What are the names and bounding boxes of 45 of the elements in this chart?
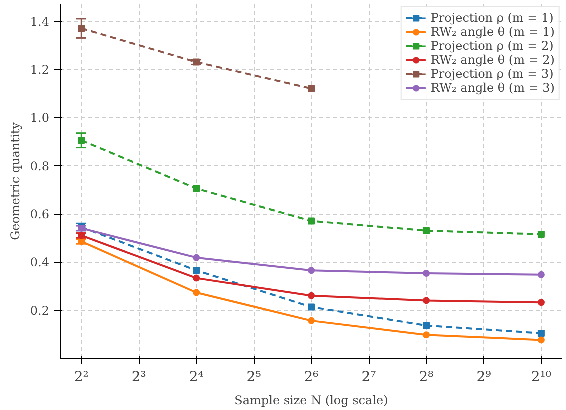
y-tick-label: 1.2 bbox=[30, 63, 50, 78]
y-tick-label: 1.0 bbox=[30, 111, 50, 126]
point bbox=[538, 230, 545, 238]
x-tick-label: 2⁸ bbox=[419, 370, 434, 386]
point bbox=[422, 332, 430, 339]
point bbox=[193, 267, 200, 274]
y-tick-label: 0.8 bbox=[30, 159, 50, 174]
point bbox=[308, 317, 316, 324]
x-tick-label: 2³ bbox=[132, 370, 146, 386]
y-tick-label: 1.4 bbox=[30, 14, 50, 29]
legend-label: RW₂ angle θ (m = 3) bbox=[430, 81, 555, 95]
point bbox=[538, 330, 545, 337]
point bbox=[193, 289, 200, 296]
point bbox=[308, 85, 316, 92]
y-tick-label: 0.2 bbox=[30, 304, 50, 318]
x-tick-label: 2¹⁰ bbox=[531, 370, 552, 386]
point bbox=[193, 254, 200, 262]
legend-label: RW₂ angle θ (m = 2) bbox=[430, 53, 555, 67]
x-tick-label: 2² bbox=[74, 370, 89, 386]
point bbox=[538, 336, 545, 344]
point bbox=[193, 185, 200, 192]
point bbox=[422, 227, 430, 234]
point bbox=[193, 274, 200, 282]
point bbox=[422, 322, 430, 330]
x-tick-label: 2⁵ bbox=[246, 370, 262, 386]
legend-label: Projection ρ (m = 1) bbox=[430, 11, 554, 25]
x-tick-label: 2⁶ bbox=[304, 370, 320, 386]
x-tick-label: 2⁷ bbox=[362, 370, 377, 386]
point bbox=[538, 271, 545, 278]
point bbox=[308, 304, 316, 311]
legend-label: Projection ρ (m = 3) bbox=[430, 67, 554, 81]
point bbox=[308, 292, 316, 300]
legend-label: RW₂ angle θ (m = 1) bbox=[430, 25, 555, 39]
x-tick-label: 2⁴ bbox=[189, 370, 204, 386]
point bbox=[422, 297, 430, 304]
y-tick-label: 0.4 bbox=[30, 256, 50, 270]
legend-label: Projection ρ (m = 2) bbox=[430, 39, 554, 53]
x-axis-title: Sample size N (log scale) bbox=[234, 394, 388, 408]
y-axis-title: Geometric quantity bbox=[8, 122, 22, 240]
point bbox=[538, 299, 545, 306]
y-tick-label: 0.6 bbox=[30, 208, 50, 222]
x-tick-label: 2⁹ bbox=[476, 370, 492, 386]
point bbox=[422, 270, 430, 277]
point bbox=[308, 267, 316, 274]
point bbox=[308, 218, 316, 225]
